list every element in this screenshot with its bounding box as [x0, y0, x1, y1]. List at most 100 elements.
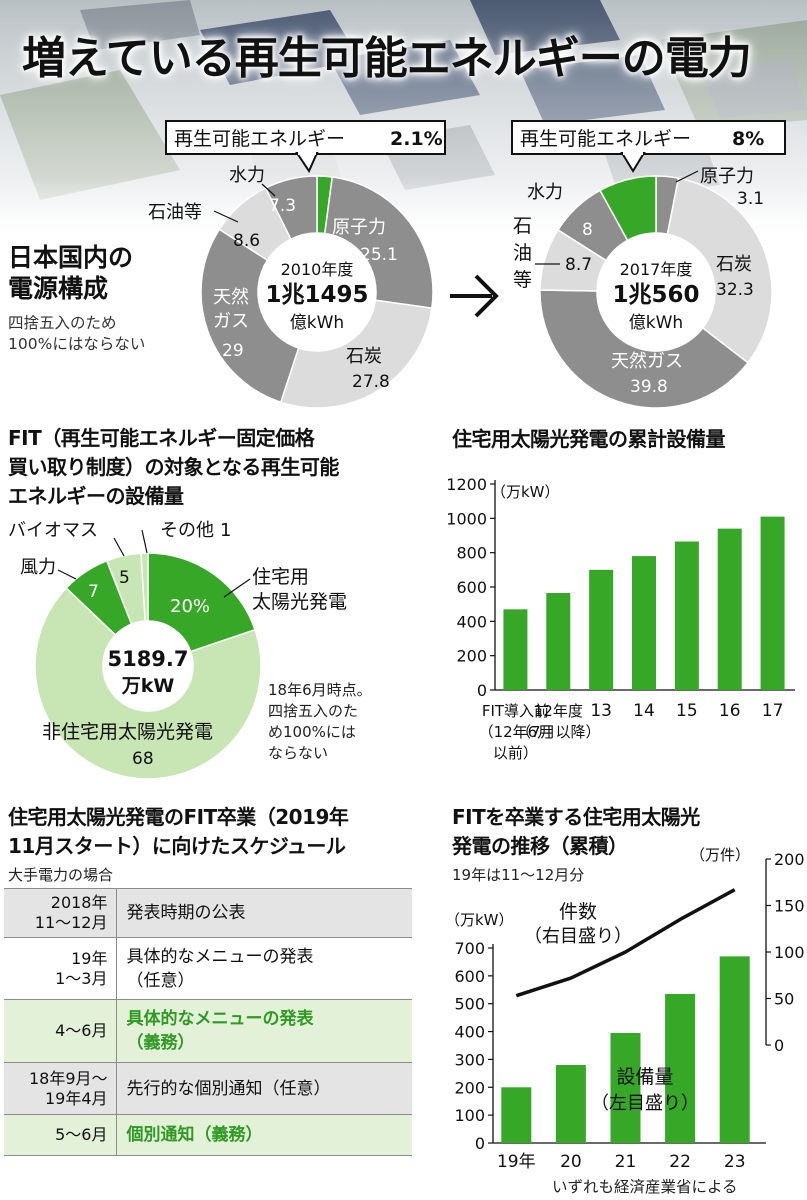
- cum-y-tick-label: 800: [456, 544, 487, 563]
- source-credit: いずれも経済産業省による: [552, 1178, 738, 1196]
- slice-fit-wind: [65, 559, 133, 636]
- fit-leader-biomass: [113, 537, 125, 557]
- cum-y-tick-label: 1000: [446, 509, 487, 528]
- schedule-row: 5～6月 個別通知（義務）: [4, 1114, 412, 1156]
- cum-y-tick-label: 1200: [446, 475, 487, 494]
- fit-donut-slices: [34, 552, 262, 780]
- cum-y-tick-label: 0: [477, 681, 487, 700]
- label-2017-oil-2: 油: [513, 242, 532, 264]
- schedule-when: 5～6月: [4, 1114, 117, 1156]
- grad-x-tick-label: 21: [615, 1152, 637, 1172]
- fit-value-residential: 20%: [170, 596, 210, 617]
- capacity-bar: [555, 1065, 586, 1143]
- fit-value-wind: 7: [88, 582, 99, 602]
- cum-bar: [546, 593, 571, 690]
- capacity-series-axis-note: （左目盛り）: [591, 1093, 699, 1114]
- capacity-series-name: 設備量: [616, 1066, 673, 1088]
- left-y-tick-label: 500: [454, 995, 485, 1014]
- schedule-what: 具体的なメニューの発表 （義務）: [116, 999, 412, 1063]
- label-2010-gas-2: ガス: [213, 311, 249, 332]
- right-y-tick-label: 100: [774, 943, 805, 962]
- schedule-when: 4～6月: [4, 999, 117, 1063]
- schedule-subtitle: 大手電力の場合: [8, 866, 114, 884]
- cumulative-unit-label: （万kW）: [491, 483, 560, 501]
- right-y-tick-label: 150: [774, 897, 805, 916]
- slice-2017-gas: [539, 289, 749, 409]
- label-2017-coal: 石炭: [716, 254, 752, 275]
- count-series-axis-note: （右目盛り）: [524, 926, 632, 947]
- grad-x-tick-label: 19年: [497, 1152, 536, 1172]
- capacity-bar: [610, 1032, 641, 1143]
- graduation-chart-title: FITを卒業する住宅用太陽光 発電の推移（累積）: [452, 803, 700, 861]
- fit-label-other: その他 1: [160, 520, 231, 541]
- graduation-title-line1: FITを卒業する住宅用太陽光: [452, 805, 700, 829]
- left-y-tick-label: 400: [454, 1023, 485, 1042]
- value-2010-nuclear: 25.1: [360, 245, 398, 265]
- cum-bar: [674, 541, 699, 690]
- donut-2017-unit: 億kWh: [629, 313, 683, 333]
- domestic-mix-title: 日本国内の 電源構成: [8, 242, 133, 304]
- fit-label-wind: 風力: [20, 557, 56, 578]
- left-y-tick-label: 0: [475, 1134, 485, 1153]
- schedule-row: 4～6月 具体的なメニューの発表 （義務）: [4, 999, 412, 1063]
- label-2010-gas-1: 天然: [213, 287, 249, 308]
- schedule-when: 19年 1～3月: [4, 937, 117, 1000]
- cum-bar: [760, 516, 785, 690]
- schedule-table: 2018年 11～12月 発表時期の公表 19年 1～3月 具体的なメニューの発表 （…: [4, 888, 412, 1156]
- graduation-chart-marks: 0 100 200 300 400 500 600 700 0 50 100 150 200 19年 20 2…: [454, 850, 804, 1172]
- schedule-row: 18年9月～ 19年4月 先行的な個別通知（任意）: [4, 1062, 412, 1115]
- label-2010-coal: 石炭: [346, 346, 382, 367]
- grad-x-tick-label: 22: [669, 1152, 691, 1172]
- domestic-title-line1: 日本国内の: [8, 243, 134, 272]
- cum-x-tick-label: 13: [590, 701, 612, 721]
- graduation-subtitle: 19年は11～12月分: [452, 866, 585, 884]
- right-y-tick-label: 0: [774, 1036, 784, 1055]
- capacity-bar: [665, 993, 696, 1143]
- donut-2017-center: 2017年度 1兆560 億kWh: [612, 260, 699, 333]
- label-2017-gas: 天然ガス: [611, 351, 683, 372]
- schedule-row: 19年 1～3月 具体的なメニューの発表 （任意）: [4, 937, 412, 1000]
- cum-bar: [503, 609, 528, 690]
- slice-fit-residential: [147, 552, 256, 653]
- cum-x-tick-label: 14: [633, 701, 655, 721]
- schedule-what: 具体的なメニューの発表 （任意）: [116, 937, 412, 1000]
- value-2010-coal: 27.8: [352, 372, 390, 392]
- fit-leader-residential: [223, 578, 251, 598]
- slice-fit-nonresidential: [34, 586, 262, 780]
- fit-leader-other: [141, 529, 148, 554]
- left-y-tick-label: 600: [454, 967, 485, 986]
- left-y-tick-label: 200: [454, 1078, 485, 1097]
- slice-2010-coal: [279, 299, 433, 409]
- value-2010-gas: 29: [222, 341, 244, 361]
- cum-y-tick-label: 600: [456, 578, 487, 597]
- fit-title-line2: 買い取り制度）の対象となる再生可能: [8, 455, 339, 479]
- fit-label-residential-2: 太陽光発電: [252, 591, 347, 613]
- left-y-tick-label: 700: [454, 939, 485, 958]
- slice-fit-other: [140, 552, 149, 622]
- grad-x-tick-label: 23: [724, 1152, 746, 1172]
- schedule-when: 18年9月～ 19年4月: [4, 1062, 117, 1115]
- cum-x-tick-label: 16: [719, 701, 741, 721]
- fit-center-unit: 万kW: [121, 675, 175, 697]
- graduation-title-line2: 発電の推移（累積）: [452, 834, 628, 858]
- cum-x-tick-label: （12年6月: [479, 723, 553, 741]
- schedule-what: 発表時期の公表: [116, 888, 412, 938]
- donut-2017-year: 2017年度: [620, 260, 693, 279]
- cum-bar: [589, 569, 614, 690]
- right-y-tick-label: 200: [774, 850, 805, 869]
- left-y-tick-label: 300: [454, 1050, 485, 1069]
- page-title: 増えている再生可能エネルギーの電力: [22, 33, 752, 84]
- fit-capacity-title: FIT（再生可能エネルギー固定価格 買い取り制度）の対象となる再生可能 エネルギ…: [8, 424, 339, 511]
- slice-2010-gas: [200, 228, 300, 404]
- left-unit-label: （万kW）: [445, 911, 514, 929]
- fit-title-line3: エネルギーの設備量: [8, 484, 184, 508]
- cum-y-tick-label: 400: [456, 612, 487, 631]
- schedule-title-line1: 住宅用太陽光発電のFIT卒業（2019年: [8, 805, 349, 829]
- slice-fit-biomass: [105, 552, 146, 626]
- cum-x-tick-label: 17: [762, 701, 784, 721]
- domestic-note-line2: 100%にはならない: [8, 335, 146, 353]
- fit-value-nonres: 68: [132, 749, 154, 769]
- fit-label-nonres: 非住宅用太陽光発電: [42, 721, 213, 743]
- grad-x-tick-label: 20: [560, 1152, 582, 1172]
